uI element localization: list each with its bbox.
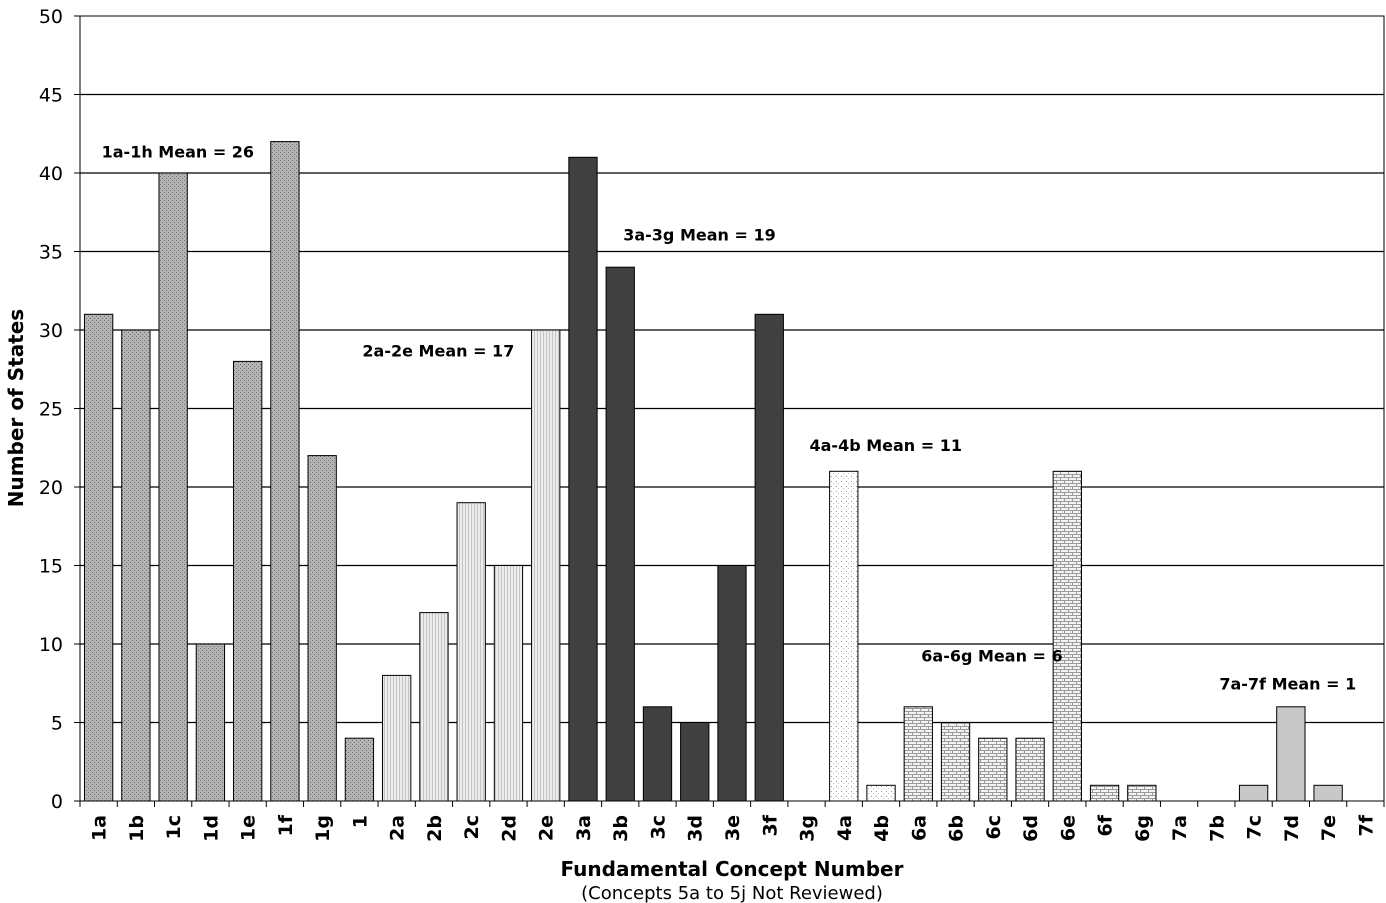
x-tick-labels: 1a 1b 1c 1d 1e 1f 1g 1 2a 2b 2c 2d 2e 3a 3b 3c 3d 3e 3f 3g 4…	[89, 814, 1378, 842]
x-tick-label-3f: 3f	[759, 814, 781, 836]
x-tick-label-2a: 2a	[387, 815, 409, 841]
x-axis-note: (Concepts 5a to 5j Not Reviewed)	[581, 883, 883, 903]
bar-4a	[829, 470, 859, 802]
bar-4b	[866, 784, 896, 802]
x-tick-label-2b: 2b	[424, 815, 446, 842]
x-tick-label-3e: 3e	[722, 815, 744, 841]
y-tick-label: 30	[39, 320, 63, 342]
bar-1b	[121, 329, 151, 802]
bar-6d	[1015, 737, 1045, 802]
bar-1e	[232, 360, 263, 802]
x-tick-label-4b: 4b	[871, 815, 893, 842]
y-axis-title: Number of States	[4, 309, 28, 507]
y-tick-label: 40	[39, 163, 63, 185]
y-tick-label: 0	[51, 791, 63, 813]
mean-annotation: 1a-1h Mean = 26	[102, 142, 254, 161]
x-tick-label-1e: 1e	[238, 815, 260, 841]
x-tick-label-7e: 7e	[1318, 815, 1340, 841]
bar-3e	[717, 565, 747, 802]
x-tick-label-3b: 3b	[610, 815, 632, 842]
x-tick-label-2d: 2d	[498, 815, 520, 842]
x-tick-label-2c: 2c	[461, 815, 483, 839]
y-tick-labels: 0 5 10 15 20 25 30 35 40 45 50	[39, 6, 63, 813]
bar-3a	[568, 156, 598, 802]
bar-2e	[531, 329, 561, 802]
x-tick-label-7a: 7a	[1169, 815, 1191, 841]
bar-2c	[456, 502, 486, 802]
bar-6f	[1089, 784, 1120, 802]
plot-frame	[79, 15, 1385, 802]
bar-3b	[605, 266, 635, 802]
y-tick-label: 50	[39, 6, 63, 28]
x-tick-label-1a: 1a	[89, 815, 111, 841]
bar-6e	[1052, 470, 1082, 802]
x-tick-label-2e: 2e	[536, 815, 558, 841]
x-tick-label-6c: 6c	[983, 815, 1005, 839]
mean-annotation: 4a-4b Mean = 11	[810, 436, 963, 455]
bar-6c	[978, 737, 1008, 802]
bar-1g	[307, 455, 337, 802]
x-tick-label-6a: 6a	[908, 815, 930, 841]
bar-2b	[419, 612, 449, 802]
x-tick-label-3d: 3d	[685, 815, 707, 842]
bar-2a	[382, 674, 412, 802]
x-tick-label-1g: 1g	[312, 815, 334, 842]
bar-3c	[642, 706, 673, 802]
y-tick-label: 35	[39, 242, 63, 264]
x-tick-label-3c: 3c	[647, 815, 669, 839]
y-tick-label: 10	[39, 634, 63, 656]
bar-7e	[1313, 784, 1343, 802]
x-tick-label-1d: 1d	[200, 815, 222, 842]
x-axis-title: Fundamental Concept Number	[561, 857, 904, 881]
bar-2d	[493, 565, 524, 802]
bar-6b	[940, 722, 971, 802]
x-tick-label-7b: 7b	[1206, 815, 1228, 842]
mean-annotation: 2a-2e Mean = 17	[362, 342, 514, 361]
x-tick-label-1b: 1b	[126, 815, 148, 842]
bar-1	[344, 737, 375, 802]
mean-annotation: 6a-6g Mean = 6	[921, 646, 1062, 665]
bar-7d	[1276, 706, 1306, 802]
x-tick-label-7d: 7d	[1281, 815, 1303, 842]
y-tick-label: 5	[51, 713, 63, 735]
x-tick-label-6g: 6g	[1132, 815, 1154, 842]
x-tick-label-4a: 4a	[834, 815, 856, 841]
mean-annotations: 1a-1h Mean = 26 2a-2e Mean = 17 3a-3g Mean…	[102, 142, 1357, 693]
x-tick-label-3g: 3g	[797, 815, 819, 842]
x-tick-label-1c: 1c	[163, 815, 185, 839]
bars	[83, 141, 1343, 802]
x-tick-label-3a: 3a	[573, 815, 595, 841]
y-tick-label: 45	[39, 85, 63, 107]
bar-6g	[1127, 784, 1157, 802]
x-tick-label-6b: 6b	[946, 815, 968, 842]
x-tick-label-7f: 7f	[1355, 814, 1377, 836]
mean-annotation: 7a-7f Mean = 1	[1219, 675, 1356, 694]
x-tick-label-7c: 7c	[1244, 815, 1266, 839]
axes	[79, 15, 1385, 802]
bar-6a	[903, 706, 933, 802]
y-tick-label: 25	[39, 399, 63, 421]
x-tick-label-6f: 6f	[1095, 814, 1117, 836]
bar-1d	[195, 643, 226, 802]
mean-annotation: 3a-3g Mean = 19	[623, 226, 776, 245]
x-tick-label-6d: 6d	[1020, 815, 1042, 842]
bar-3f	[754, 313, 784, 802]
bar-7c	[1238, 784, 1269, 802]
bar-3d	[680, 722, 710, 802]
y-tick-label: 15	[39, 556, 63, 578]
bar-1c	[158, 172, 188, 802]
x-tick-label-1: 1	[349, 815, 371, 828]
bar-1a	[83, 313, 114, 802]
y-tick-label: 20	[39, 477, 63, 499]
x-tick-label-6e: 6e	[1057, 815, 1079, 841]
bar-1f	[270, 141, 300, 802]
x-tick-label-1f: 1f	[275, 814, 297, 836]
